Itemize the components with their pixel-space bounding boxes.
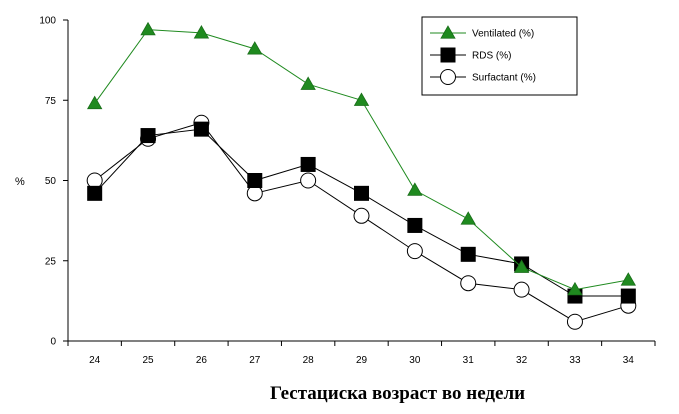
legend-label: Surfactant (%)	[472, 73, 536, 84]
series-ventilated	[86, 21, 637, 296]
data-point	[193, 25, 210, 39]
data-point	[407, 217, 423, 233]
data-point	[247, 173, 263, 188]
y-tick-label: 25	[45, 256, 57, 267]
data-point	[247, 41, 263, 55]
y-tick-label: 0	[50, 337, 56, 348]
data-point	[300, 156, 316, 172]
legend-marker	[440, 69, 456, 85]
data-point	[567, 281, 583, 296]
x-tick-label: 28	[303, 355, 315, 366]
data-point	[513, 259, 530, 273]
chart-axes: 0 25 50 75 100 24 25 26 27 28 29 30 31 32 33 34	[39, 16, 656, 366]
data-point	[300, 76, 316, 90]
x-tick-label: 25	[142, 355, 154, 366]
data-point	[300, 172, 317, 189]
y-tick-label: 75	[45, 96, 57, 107]
x-tick-label: 26	[196, 355, 208, 366]
data-point	[86, 95, 103, 110]
x-tick-label: 27	[249, 355, 261, 366]
x-tick-label: 34	[623, 355, 635, 366]
x-tick-label: 33	[569, 355, 581, 366]
data-point	[246, 185, 263, 202]
data-point	[140, 21, 156, 36]
legend-marker	[440, 47, 456, 63]
data-point	[460, 275, 477, 292]
legend-item: Ventilated (%)	[430, 25, 534, 40]
x-tick-label: 31	[463, 355, 475, 366]
x-tick-label: 32	[516, 355, 528, 366]
x-tick-label: 29	[356, 355, 368, 366]
x-axis-label: Гестациска возраст во недели	[270, 383, 526, 404]
y-tick-label: 50	[45, 176, 57, 187]
series-surfactant	[86, 114, 637, 330]
chart-legend: Ventilated (%) RDS (%) Surfactant (%)	[421, 16, 578, 96]
data-point	[353, 92, 370, 106]
x-tick-label: 30	[409, 355, 421, 366]
data-point	[620, 288, 636, 304]
data-point	[513, 281, 530, 298]
data-point	[460, 211, 476, 225]
chart-series	[86, 21, 637, 330]
data-point	[193, 121, 209, 137]
data-point	[140, 128, 156, 144]
legend-item: Surfactant (%)	[430, 69, 536, 85]
data-point	[354, 185, 369, 201]
data-point	[460, 246, 476, 262]
data-point	[407, 182, 423, 196]
legend-label: RDS (%)	[472, 51, 511, 62]
data-point	[406, 243, 423, 260]
y-tick-label: 100	[39, 16, 56, 27]
y-axis-label: %	[15, 176, 25, 188]
data-point	[620, 272, 637, 286]
legend-item: RDS (%)	[430, 47, 511, 63]
data-point	[86, 172, 103, 189]
legend-marker	[440, 25, 456, 39]
data-point	[566, 313, 583, 330]
data-point	[87, 185, 103, 201]
x-tick-label: 24	[89, 355, 101, 366]
data-point	[353, 207, 370, 224]
legend-label: Ventilated (%)	[472, 29, 534, 40]
